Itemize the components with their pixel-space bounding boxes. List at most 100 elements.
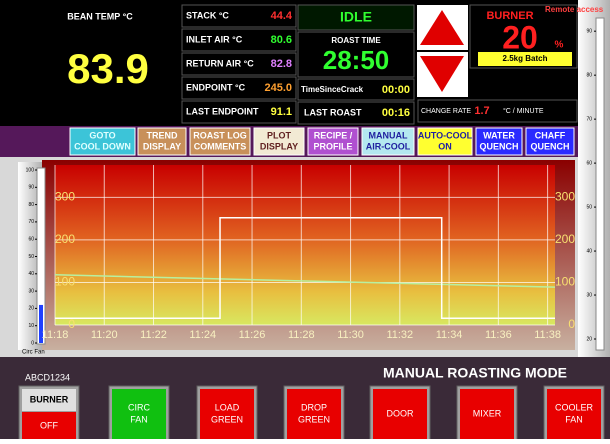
control-button-label: FAN (130, 414, 148, 424)
reading-value: 44.4 (271, 10, 293, 22)
reading-value: 80.6 (271, 34, 292, 46)
bean-temp-label: BEAN TEMP °C (67, 11, 133, 21)
function-button-label: GOTO (89, 130, 115, 140)
up-arrow (420, 10, 464, 45)
right-gauge-tick-label: 50 (586, 204, 592, 210)
gauge-bar (39, 304, 43, 343)
function-button[interactable] (69, 127, 136, 156)
function-button-label: ROAST LOG (193, 130, 247, 140)
y-tick-label: 200 (55, 232, 75, 246)
gauge-tick-label: 10 (28, 323, 34, 329)
right-gauge-tick-label: 60 (586, 160, 592, 166)
right-gauge-panel (578, 0, 610, 357)
reading-cell (181, 28, 297, 52)
reading-label: LAST ENDPOINT (186, 106, 259, 116)
x-tick-label: 11:30 (337, 329, 364, 341)
series-line (55, 217, 555, 319)
station-id: ABCD1234 (25, 372, 70, 382)
control-button-label: MIXER (473, 408, 502, 418)
y-tick-label: 0 (68, 317, 75, 331)
remote-access: Remote access (545, 5, 604, 14)
control-button-label: LOAD (215, 402, 240, 412)
batch: 2.5kg Batch (503, 54, 548, 63)
reading-label: STACK °C (186, 10, 229, 20)
control-button-top (22, 389, 76, 411)
x-tick-label: 11:38 (534, 329, 561, 341)
control-button-label: OFF (40, 420, 58, 430)
right-gauge-tick-label: 90 (586, 29, 592, 35)
control-button-label: COOLER (555, 402, 594, 412)
function-button[interactable] (525, 127, 575, 156)
function-button-label: AIR-COOL (366, 141, 411, 151)
x-tick-label: 11:24 (189, 329, 216, 341)
reading-value: 82.8 (271, 58, 292, 70)
control-button-label: CIRC (128, 402, 150, 412)
control-button-label: GREEN (298, 414, 330, 424)
burner-label: BURNER (486, 10, 533, 22)
mode-title: MANUAL ROASTING MODE (383, 365, 567, 381)
right-gauge-tick-label: 70 (586, 116, 592, 122)
function-button[interactable] (307, 127, 359, 156)
gauge-tick-label: 60 (28, 237, 34, 243)
x-tick-label: 11:36 (485, 329, 512, 341)
control-button (373, 389, 427, 442)
gauge-tick-label: 30 (28, 288, 34, 294)
bean-temp-value: 83.9 (67, 45, 149, 92)
function-button[interactable] (361, 127, 415, 156)
series-line (54, 274, 556, 288)
control-button (547, 389, 601, 442)
control-button (287, 389, 341, 442)
right-gauge-tick-label: 30 (586, 292, 592, 298)
function-button-label: AUTO-COOL (418, 130, 473, 140)
reading-cell (181, 52, 297, 76)
x-tick-label: 11:34 (436, 329, 463, 341)
function-button-label: ON (438, 141, 452, 151)
gauge-label: Circ Fan (22, 350, 45, 356)
change-rate-value: 1.7 (474, 105, 489, 117)
roast-time-value: 28:50 (323, 45, 390, 75)
function-button-label: RECIPE / (314, 130, 353, 140)
function-button[interactable] (253, 127, 305, 156)
function-button-label: COOL DOWN (74, 141, 131, 151)
function-button[interactable] (475, 127, 523, 156)
burner-value: 20 (502, 19, 538, 55)
gauge-tick-label: 70 (28, 219, 34, 225)
last-roast-value: 00:16 (382, 107, 410, 119)
status-cell (297, 4, 415, 31)
control-button-label: BURNER (30, 394, 69, 404)
function-button-label: DISPLAY (143, 141, 181, 151)
control-button (22, 412, 76, 442)
last-roast-cell (297, 101, 415, 125)
reading-cell (181, 4, 297, 28)
x-tick-label: 11:26 (239, 329, 266, 341)
x-tick-label: 11:22 (140, 329, 167, 341)
function-button-label: CHAFF (535, 130, 566, 140)
crack-label: TimeSinceCrack (301, 85, 364, 94)
function-button-label: MANUAL (369, 130, 408, 140)
right-gauge-tube (595, 17, 605, 351)
control-button-label: FAN (565, 414, 583, 424)
reading-cell (181, 100, 297, 124)
function-button[interactable] (417, 127, 473, 156)
right-gauge-tick-label: 40 (586, 248, 592, 254)
x-tick-label: 11:32 (386, 329, 413, 341)
function-button[interactable] (137, 127, 187, 156)
burner-unit: % (555, 40, 564, 51)
gauge-tick-label: 20 (28, 306, 34, 312)
control-button-label: GREEN (211, 414, 243, 424)
function-button[interactable] (189, 127, 251, 156)
crack-value: 00:00 (382, 84, 410, 96)
reading-value: 245.0 (264, 82, 292, 94)
batch-box (478, 52, 572, 66)
x-tick-label: 11:18 (42, 329, 69, 341)
function-button-label: DISPLAY (260, 141, 298, 151)
x-tick-label: 11:20 (91, 329, 118, 341)
gauge-tick-label: 90 (28, 185, 34, 191)
function-button-label: QUENCH (530, 141, 569, 151)
reading-cell (181, 76, 297, 100)
gauge-tick-label: 0 (31, 340, 34, 346)
y-tick-label: 300 (55, 190, 75, 204)
y-tick-label: 100 (55, 275, 75, 289)
last-roast-label: LAST ROAST (304, 107, 362, 117)
